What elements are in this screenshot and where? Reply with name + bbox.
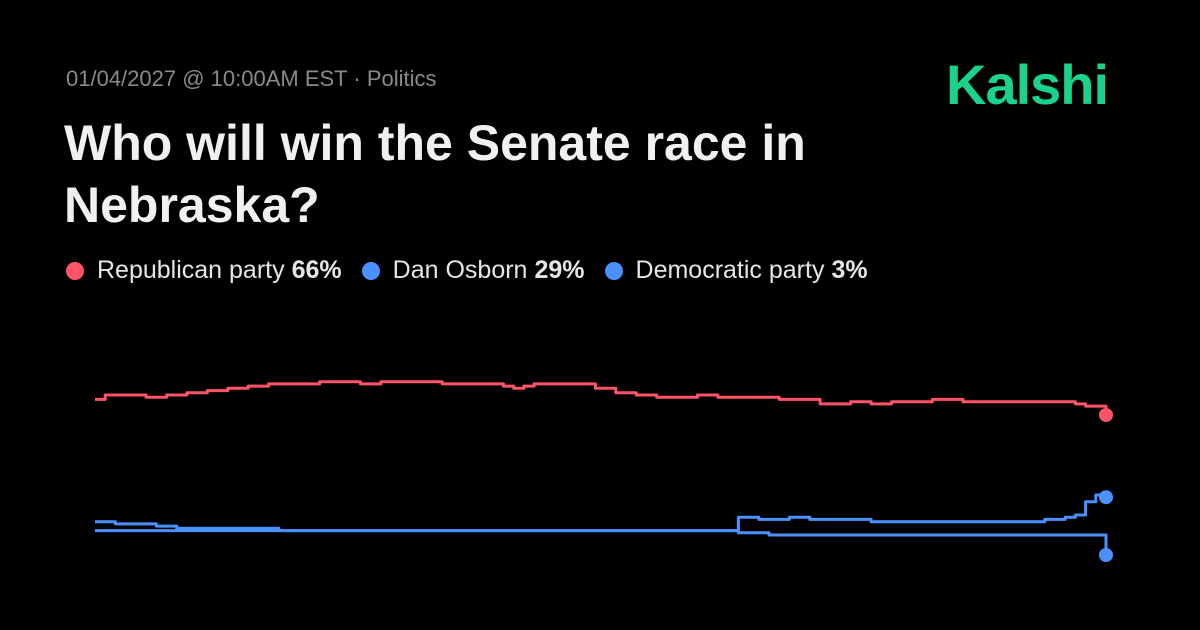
market-date: 01/04/2027 @ 10:00AM EST [66,66,348,91]
legend-item-democratic: Democratic party 3% [604,256,868,285]
series-line-osborn [95,493,1108,533]
chart-legend: Republican party 66% Dan Osborn 29% Demo… [66,256,888,285]
series-end-dot-democratic [1099,548,1113,562]
legend-value: 66% [291,256,342,284]
market-category[interactable]: Politics [366,66,437,91]
series-line-republican [95,380,1108,415]
legend-item-osborn: Dan Osborn 29% [361,256,585,285]
series-end-dot-republican [1099,408,1113,422]
legend-label: Republican party [97,256,285,284]
legend-value: 3% [831,256,868,284]
market-meta: 01/04/2027 @ 10:00AM EST · Politics [66,66,437,92]
legend-dot-icon [361,261,380,280]
kalshi-logo[interactable]: Kalshi [946,53,1109,116]
legend-value: 29% [534,256,585,284]
legend-dot-icon [604,261,623,280]
series-end-dot-osborn [1099,490,1113,505]
legend-item-republican: Republican party 66% [66,256,342,285]
legend-label: Democratic party [635,256,825,284]
legend-dot-icon [66,261,84,280]
meta-separator: · [353,66,361,91]
market-title: Who will win the Senate race in Nebraska… [64,115,806,233]
series-line-democratic [95,529,1108,555]
legend-label: Dan Osborn [392,256,528,284]
